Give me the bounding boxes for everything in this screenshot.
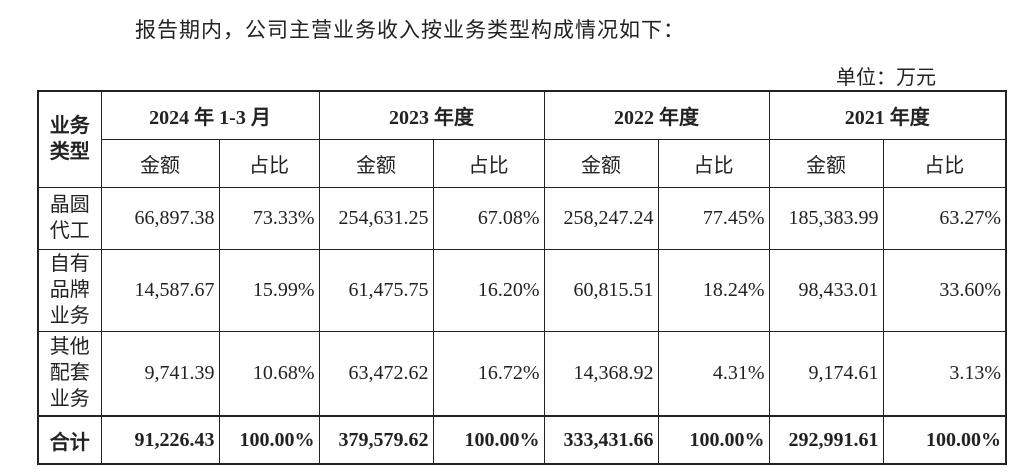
data-row: 自有品牌业务 14,587.67 15.99% 61,475.75 16.20% 60,8… [37,248,1007,332]
subheader: 占比 [432,138,545,188]
cell: 3.13% [882,330,1007,417]
intro-text: 报告期内，公司主营业务收入按业务类型构成情况如下： [135,18,685,42]
cell: 9,174.61 [768,330,884,417]
cell: 15.99% [218,248,320,332]
cell: 66,897.38 [100,186,220,250]
row-label: 自有品牌业务 [37,248,102,332]
cell: 63,472.62 [318,330,434,417]
cell: 254,631.25 [318,186,434,250]
cell: 100.00% [432,415,545,465]
unit-label: 单位：万元 [836,67,936,89]
cell: 14,368.92 [543,330,659,417]
period-header: 2022 年度 [543,90,770,140]
cell: 61,475.75 [318,248,434,332]
period-header: 2021 年度 [768,90,1007,140]
total-row: 合计 91,226.43 100.00% 379,579.62 100.00% 333,4… [37,415,1007,465]
corner-cell: 业务类型 [37,90,102,188]
subheader: 金额 [768,138,884,188]
subheader: 占比 [657,138,770,188]
cell: 18.24% [657,248,770,332]
cell: 63.27% [882,186,1007,250]
row-label: 晶圆代工 [37,186,102,250]
cell: 100.00% [218,415,320,465]
cell: 185,383.99 [768,186,884,250]
cell: 73.33% [218,186,320,250]
cell: 258,247.24 [543,186,659,250]
period-header: 2024 年 1-3 月 [100,90,320,140]
cell: 100.00% [657,415,770,465]
cell: 379,579.62 [318,415,434,465]
row-label: 合计 [37,415,102,465]
period-header: 2023 年度 [318,90,545,140]
cell: 16.20% [432,248,545,332]
subheader-row: 金额 占比 金额 占比 金额 占比 金额 占比 [38,138,1007,188]
cell: 16.72% [432,330,545,417]
cell: 60,815.51 [543,248,659,332]
revenue-table: 业务类型 2024 年 1-3 月 2023 年度 2022 年度 2021 年度 金额占… [37,90,1007,465]
cell: 10.68% [218,330,320,417]
subheader: 金额 [100,138,220,188]
subheader: 金额 [543,138,659,188]
subheader: 金额 [318,138,434,188]
cell: 292,991.61 [768,415,884,465]
header-row: 业务类型 2024 年 1-3 月 2023 年度 2022 年度 2021 年度 [37,90,1007,188]
data-row: 其他配套业务 9,741.39 10.68% 63,472.62 16.72% 14,36… [37,330,1007,417]
cell: 33.60% [882,248,1007,332]
cell: 100.00% [882,415,1007,465]
cell: 77.45% [657,186,770,250]
subheader: 占比 [218,138,320,188]
cell: 4.31% [657,330,770,417]
subheader: 占比 [882,138,1007,188]
cell: 14,587.67 [100,248,220,332]
cell: 91,226.43 [100,415,220,465]
cell: 9,741.39 [100,330,220,417]
cell: 67.08% [432,186,545,250]
data-row: 晶圆代工 66,897.38 73.33% 254,631.25 67.08% 258,2… [37,186,1007,250]
row-label: 其他配套业务 [37,330,102,417]
cell: 333,431.66 [543,415,659,465]
cell: 98,433.01 [768,248,884,332]
